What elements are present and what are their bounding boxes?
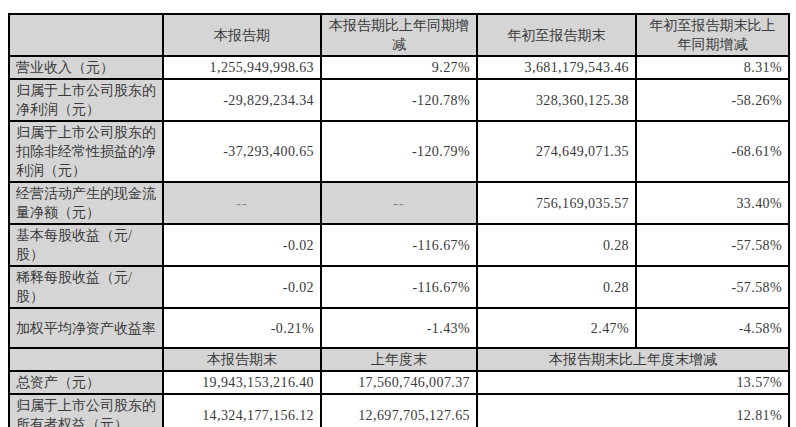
row-operating-revenue: 营业收入（元） 1,255,949,998.63 9.27% 3,681,179… <box>9 56 789 79</box>
row-label: 总资产（元） <box>9 371 163 394</box>
value-current: -0.21% <box>163 308 321 348</box>
table-wrapper: 本报告期 本报告期比上年同期增减 年初至报告期末 年初至报告期末比上年同期增减 … <box>8 13 790 427</box>
row-label: 归属于上市公司股东的所有者权益（元） <box>9 394 163 427</box>
table-header-row-2: 本报告期末 上年度末 本报告期末比上年度末增减 <box>9 348 789 371</box>
row-weighted-roe: 加权平均净资产收益率 -0.21% -1.43% 2.47% -4.58% <box>9 308 789 348</box>
row-net-profit: 归属于上市公司股东的净利润（元） -29,829,234.34 -120.78%… <box>9 79 789 121</box>
row-equity: 归属于上市公司股东的所有者权益（元） 14,324,177,156.12 12,… <box>9 394 789 427</box>
value-ytd-change: 33.40% <box>636 182 789 224</box>
header-period-end-change: 本报告期末比上年度末增减 <box>477 348 789 371</box>
value-current: -37,293,400.65 <box>163 121 321 182</box>
financial-report-page: 本报告期 本报告期比上年同期增减 年初至报告期末 年初至报告期末比上年同期增减 … <box>0 0 796 427</box>
value-prev-year-end: 12,697,705,127.65 <box>321 394 477 427</box>
value-current: -29,829,234.34 <box>163 79 321 121</box>
value-current-change-na: -- <box>321 182 477 224</box>
value-current: -0.02 <box>163 266 321 308</box>
header-period-end: 本报告期末 <box>163 348 321 371</box>
header-ytd-change: 年初至报告期末比上年同期增减 <box>636 14 789 56</box>
value-current-change: -116.67% <box>321 266 477 308</box>
row-label: 归属于上市公司股东的扣除非经常性损益的净利润（元） <box>9 121 163 182</box>
row-net-profit-deducted: 归属于上市公司股东的扣除非经常性损益的净利润（元） -37,293,400.65… <box>9 121 789 182</box>
row-label: 基本每股收益（元/股） <box>9 224 163 266</box>
value-ytd: 3,681,179,543.46 <box>477 56 636 79</box>
header-corner-cell <box>9 14 163 56</box>
value-current-change: -1.43% <box>321 308 477 348</box>
row-label: 稀释每股收益（元/股） <box>9 266 163 308</box>
value-ytd: 0.28 <box>477 224 636 266</box>
value-period-end: 14,324,177,156.12 <box>163 394 321 427</box>
header-current-period: 本报告期 <box>163 14 321 56</box>
value-ytd: 328,360,125.38 <box>477 79 636 121</box>
value-current-na: -- <box>163 182 321 224</box>
value-current-change: -120.78% <box>321 79 477 121</box>
value-ytd: 0.28 <box>477 266 636 308</box>
row-label: 经营活动产生的现金流量净额（元） <box>9 182 163 224</box>
value-ytd-change: -58.26% <box>636 79 789 121</box>
value-ytd-change: -57.58% <box>636 224 789 266</box>
value-ytd: 2.47% <box>477 308 636 348</box>
value-current-change: 9.27% <box>321 56 477 79</box>
value-ytd-change: -4.58% <box>636 308 789 348</box>
row-operating-cash-flow: 经营活动产生的现金流量净额（元） -- -- 756,169,035.57 33… <box>9 182 789 224</box>
value-ytd-change: 8.31% <box>636 56 789 79</box>
table-header-row-1: 本报告期 本报告期比上年同期增减 年初至报告期末 年初至报告期末比上年同期增减 <box>9 14 789 56</box>
row-label: 归属于上市公司股东的净利润（元） <box>9 79 163 121</box>
header-prev-year-end: 上年度末 <box>321 348 477 371</box>
row-diluted-eps: 稀释每股收益（元/股） -0.02 -116.67% 0.28 -57.58% <box>9 266 789 308</box>
value-current-change: -116.67% <box>321 224 477 266</box>
value-ytd: 756,169,035.57 <box>477 182 636 224</box>
header-current-period-change: 本报告期比上年同期增减 <box>321 14 477 56</box>
value-current-change: -120.79% <box>321 121 477 182</box>
row-total-assets: 总资产（元） 19,943,153,216.40 17,560,746,007.… <box>9 371 789 394</box>
financial-summary-table: 本报告期 本报告期比上年同期增减 年初至报告期末 年初至报告期末比上年同期增减 … <box>8 13 790 427</box>
value-current: 1,255,949,998.63 <box>163 56 321 79</box>
value-change: 13.57% <box>477 371 789 394</box>
value-prev-year-end: 17,560,746,007.37 <box>321 371 477 394</box>
row-label: 加权平均净资产收益率 <box>9 308 163 348</box>
value-ytd-change: -57.58% <box>636 266 789 308</box>
value-ytd-change: -68.61% <box>636 121 789 182</box>
header-ytd: 年初至报告期末 <box>477 14 636 56</box>
header2-corner-cell <box>9 348 163 371</box>
value-change: 12.81% <box>477 394 789 427</box>
value-current: -0.02 <box>163 224 321 266</box>
value-ytd: 274,649,071.35 <box>477 121 636 182</box>
row-basic-eps: 基本每股收益（元/股） -0.02 -116.67% 0.28 -57.58% <box>9 224 789 266</box>
row-label: 营业收入（元） <box>9 56 163 79</box>
value-period-end: 19,943,153,216.40 <box>163 371 321 394</box>
